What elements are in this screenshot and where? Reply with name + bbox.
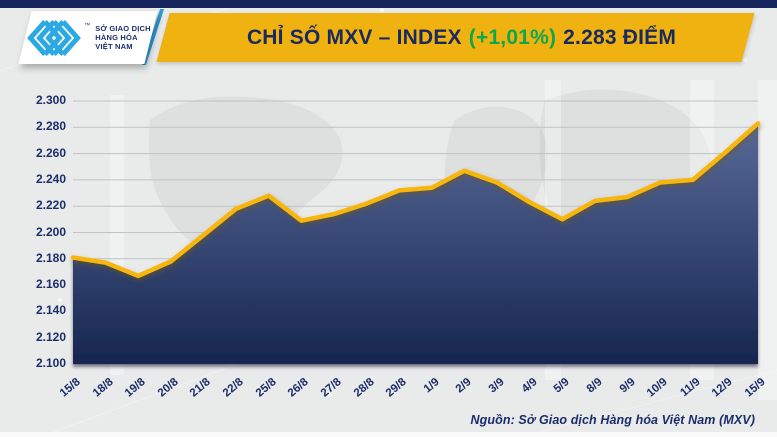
logo-line-2: HÀNG HÓA [95, 33, 138, 42]
source-note: Nguồn: Sở Giao dịch Hàng hóa Việt Nam (M… [470, 413, 755, 427]
chart-title-text: CHỈ SỐ MXV – INDEX [246, 25, 462, 49]
mxv-logo-mark [27, 19, 82, 56]
chart-title-value: 2.283 ĐIỂM [563, 25, 677, 49]
index-area-chart [70, 100, 761, 365]
area-fill [73, 123, 758, 365]
y-axis-label: 2.180 [35, 250, 66, 265]
y-axis-label: 2.240 [35, 171, 66, 186]
y-axis-label: 2.120 [35, 329, 66, 344]
top-bar [0, 0, 777, 8]
trademark-symbol: ™ [84, 22, 91, 29]
mxv-logo-text: SỞ GIAO DỊCH HÀNG HÓA VIỆT NAM [95, 24, 150, 51]
mxv-logo: ™ SỞ GIAO DỊCH HÀNG HÓA VIỆT NAM [25, 11, 151, 64]
chart-title-change: (+1,01%) [468, 25, 557, 49]
chart-title: CHỈ SỐ MXV – INDEX (+1,01%) 2.283 ĐIỂM [175, 13, 748, 62]
y-axis-label: 2.200 [35, 224, 66, 239]
y-axis-label: 2.260 [35, 145, 66, 160]
index-line [70, 121, 761, 279]
bottom-strip [0, 432, 777, 437]
y-axis-label: 2.220 [35, 198, 66, 213]
y-axis-label: 2.140 [35, 303, 66, 318]
y-axis-label: 2.280 [35, 119, 66, 134]
y-axis-label: 2.100 [35, 356, 66, 370]
logo-line-3: VIỆT NAM [95, 42, 133, 51]
y-axis-label: 2.160 [35, 277, 66, 292]
logo-line-1: SỞ GIAO DỊCH [95, 24, 151, 33]
y-axis-label: 2.300 [35, 93, 66, 107]
